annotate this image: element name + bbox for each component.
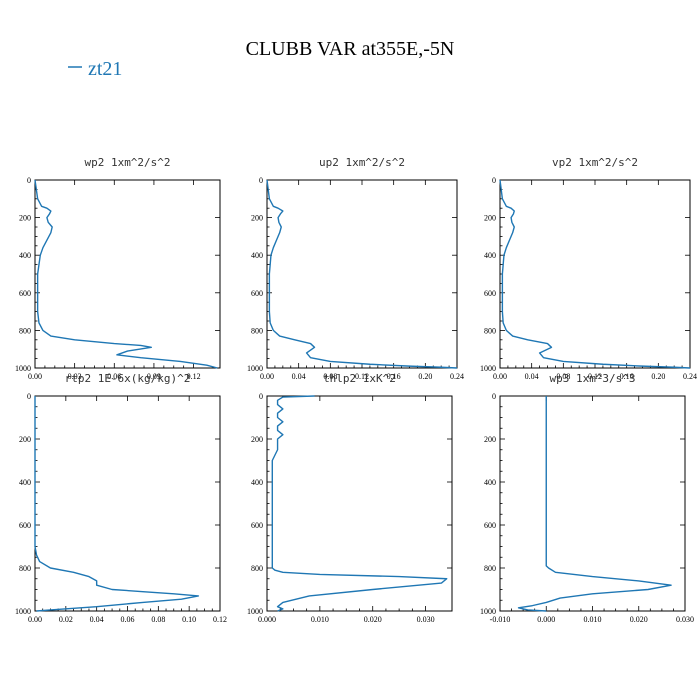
series-line-zt21 [517,396,672,612]
x-tick-label: 0.12 [588,372,602,381]
panel-title: thlp2 1xK^2 [323,372,396,385]
chart-panel: wp3 1xm^3/s^3-0.010 0.000 0.010 0.020 0.0300… [480,372,694,624]
x-tick-label: 0.08 [151,615,165,624]
y-tick-label: 800 [19,564,31,573]
x-tick-label: 0.08 [556,372,570,381]
series-line-zt21 [271,395,448,612]
x-tick-label: 0.10 [182,615,196,624]
y-tick-label: 800 [484,564,496,573]
x-tick-label: 0.020 [630,615,648,624]
x-tick-label: 0.020 [364,615,382,624]
x-tick-label: 0.010 [584,615,602,624]
x-tick-label: 0.16 [620,372,634,381]
x-tick-label: 0.12 [213,615,227,624]
y-tick-label: 1000 [247,364,263,373]
y-tick-label: 0 [492,392,496,401]
x-tick-label: 0.24 [450,372,464,381]
x-tick-label: 0.00 [28,372,42,381]
y-tick-label: 600 [251,521,263,530]
x-tick-label: 0.02 [59,615,73,624]
chart-panel: rtp2 1E-6x(kg/kg)^2 0.00 0.02 0.04 0.06 0.08 0… [15,372,227,624]
x-tick-label: 0.12 [355,372,369,381]
y-tick-label: 600 [19,521,31,530]
x-tick-label: 0.08 [323,372,337,381]
x-tick-label: 0.06 [121,615,135,624]
x-tick-label: 0.030 [417,615,435,624]
y-tick-label: 400 [19,478,31,487]
y-tick-label: 400 [484,251,496,260]
y-tick-label: 600 [19,289,31,298]
y-tick-label: 200 [19,214,31,223]
legend: zt21 [68,58,122,80]
x-tick-label: 0.04 [292,372,306,381]
x-tick-label: -0.010 [490,615,511,624]
x-tick-label: 0.00 [493,372,507,381]
y-tick-label: 400 [484,478,496,487]
y-tick-label: 200 [484,435,496,444]
y-tick-label: 800 [251,564,263,573]
y-tick-label: 600 [484,289,496,298]
chart-panel: vp2 1xm^2/s^2 0.00 0.04 0.08 0.12 0.16 0.20 0.2… [480,156,697,381]
y-tick-label: 1000 [15,607,31,616]
figure-title: CLUBB VAR at355E,-5N [246,38,455,60]
y-tick-label: 400 [19,251,31,260]
x-tick-label: 0.06 [107,372,121,381]
x-tick-label: 0.04 [525,372,539,381]
x-tick-label: 0.20 [418,372,432,381]
x-tick-label: 0.04 [90,615,104,624]
x-tick-label: 0.12 [187,372,201,381]
y-tick-label: 0 [492,176,496,185]
y-tick-label: 800 [19,326,31,335]
x-tick-label: 0.000 [537,615,555,624]
panel-title: wp2 1xm^2/s^2 [84,156,170,169]
y-tick-label: 200 [251,435,263,444]
panel-title: rtp2 1E-6x(kg/kg)^2 [65,372,191,385]
y-tick-label: 800 [251,326,263,335]
plot-frame [34,179,221,369]
x-tick-label: 0.00 [260,372,274,381]
y-tick-label: 0 [27,392,31,401]
plot-frame [266,395,453,612]
x-tick-label: 0.030 [676,615,694,624]
panel-title: up2 1xm^2/s^2 [319,156,405,169]
x-tick-label: 0.00 [28,615,42,624]
plot-frame [499,395,686,612]
x-tick-label: 0.09 [147,372,161,381]
plot-frame [34,395,221,612]
y-tick-label: 200 [251,214,263,223]
panel-title: vp2 1xm^2/s^2 [552,156,638,169]
y-tick-label: 0 [259,392,263,401]
y-tick-label: 1000 [247,607,263,616]
y-tick-label: 1000 [480,607,496,616]
x-tick-label: 0.20 [651,372,665,381]
y-tick-label: 400 [251,251,263,260]
y-tick-label: 0 [259,176,263,185]
y-tick-label: 400 [251,478,263,487]
series-line-zt21 [34,396,200,612]
chart-panel: up2 1xm^2/s^2 0.00 0.04 0.08 0.12 0.16 0.20 0.2… [247,156,464,381]
series-line-zt21 [34,179,218,369]
y-tick-label: 1000 [15,364,31,373]
x-tick-label: 0.03 [68,372,82,381]
chart-panels: wp2 1xm^2/s^2 0.00 0.03 0.06 0.09 0.12 0 200 400… [15,156,697,624]
y-tick-label: 600 [484,521,496,530]
y-tick-label: 600 [251,289,263,298]
y-tick-label: 1000 [480,364,496,373]
y-tick-label: 800 [484,326,496,335]
x-tick-label: 0.16 [387,372,401,381]
panel-title: wp3 1xm^3/s^3 [549,372,635,385]
series-line-zt21 [499,179,691,369]
y-tick-label: 0 [27,176,31,185]
x-tick-label: 0.24 [683,372,697,381]
chart-panel: wp2 1xm^2/s^2 0.00 0.03 0.06 0.09 0.12 0 200 400… [15,156,221,381]
x-tick-label: 0.000 [258,615,276,624]
legend-label: zt21 [88,58,122,80]
y-tick-label: 200 [19,435,31,444]
x-tick-label: 0.010 [311,615,329,624]
y-tick-label: 200 [484,214,496,223]
chart-panel: thlp2 1xK^2 0.000 0.010 0.020 0.030 0 200 400 60… [247,372,453,624]
series-line-zt21 [266,179,458,369]
